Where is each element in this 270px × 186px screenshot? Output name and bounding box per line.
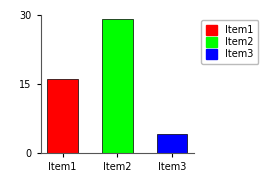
Legend: Item1, Item2, Item3: Item1, Item2, Item3: [201, 20, 258, 64]
Bar: [157, 134, 187, 153]
Bar: [102, 20, 133, 153]
Bar: [48, 79, 78, 153]
